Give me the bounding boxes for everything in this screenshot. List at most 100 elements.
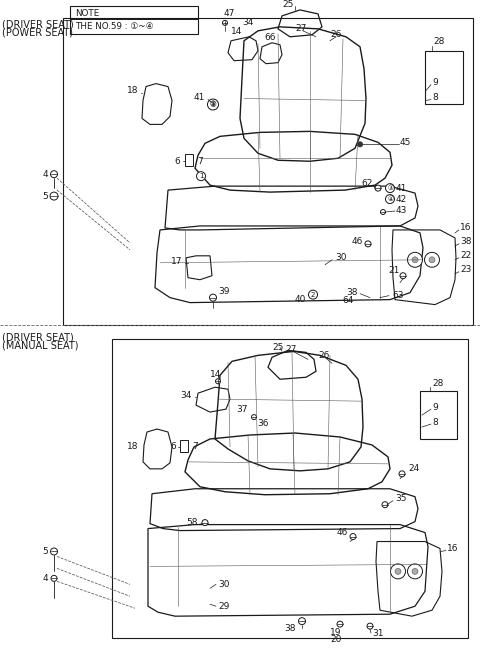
Text: 1: 1 xyxy=(199,173,203,179)
Text: 26: 26 xyxy=(318,351,329,360)
Circle shape xyxy=(207,99,218,110)
Circle shape xyxy=(412,256,418,263)
Circle shape xyxy=(50,192,58,200)
Text: 28: 28 xyxy=(433,37,444,47)
Text: 34: 34 xyxy=(180,391,192,400)
Bar xyxy=(180,440,188,452)
Circle shape xyxy=(299,618,305,625)
Circle shape xyxy=(424,253,440,267)
Text: ④: ④ xyxy=(210,102,216,108)
Circle shape xyxy=(350,533,356,539)
Bar xyxy=(425,51,463,104)
Text: 8: 8 xyxy=(432,93,438,102)
Text: (MANUAL SEAT): (MANUAL SEAT) xyxy=(2,340,79,350)
Circle shape xyxy=(202,520,208,525)
Text: 31: 31 xyxy=(372,628,384,638)
Circle shape xyxy=(385,184,395,193)
Bar xyxy=(185,154,193,166)
Circle shape xyxy=(337,621,343,627)
Text: 58: 58 xyxy=(187,518,198,527)
Circle shape xyxy=(382,502,388,508)
Circle shape xyxy=(223,20,228,26)
Circle shape xyxy=(309,290,317,299)
Text: (DRIVER SEAT): (DRIVER SEAT) xyxy=(2,20,74,30)
Text: 40: 40 xyxy=(295,295,306,304)
Text: 17: 17 xyxy=(170,257,182,266)
Circle shape xyxy=(395,568,401,575)
Text: 18: 18 xyxy=(127,442,138,451)
Text: 63: 63 xyxy=(392,291,404,300)
Text: 9: 9 xyxy=(432,78,438,87)
Circle shape xyxy=(208,100,218,110)
Text: 35: 35 xyxy=(395,494,407,503)
Text: 36: 36 xyxy=(257,419,268,428)
Text: ③: ③ xyxy=(210,100,216,109)
Circle shape xyxy=(408,253,422,267)
Circle shape xyxy=(399,471,405,477)
Text: 64: 64 xyxy=(342,296,354,305)
Text: THE NO.59 : ①~④: THE NO.59 : ①~④ xyxy=(75,22,154,31)
Circle shape xyxy=(209,294,216,301)
Text: 26: 26 xyxy=(330,30,341,39)
Circle shape xyxy=(381,209,385,215)
Text: 5: 5 xyxy=(42,547,48,556)
Text: 16: 16 xyxy=(447,544,458,553)
Text: 27: 27 xyxy=(295,24,306,33)
Text: 7: 7 xyxy=(197,157,203,166)
Text: 7: 7 xyxy=(192,442,198,451)
Text: 46: 46 xyxy=(352,237,363,247)
Text: 37: 37 xyxy=(237,405,248,414)
Circle shape xyxy=(358,142,362,147)
Text: 38: 38 xyxy=(285,624,296,632)
Circle shape xyxy=(252,415,256,420)
Circle shape xyxy=(391,564,406,579)
Text: 23: 23 xyxy=(460,265,471,274)
Text: 18: 18 xyxy=(127,86,138,95)
Text: 38: 38 xyxy=(460,237,471,247)
Circle shape xyxy=(365,241,371,247)
Text: 30: 30 xyxy=(335,253,347,262)
Circle shape xyxy=(429,256,435,263)
Bar xyxy=(112,339,468,638)
Text: 29: 29 xyxy=(218,602,229,611)
Text: 39: 39 xyxy=(218,287,229,296)
Text: 38: 38 xyxy=(347,288,358,297)
Text: 8: 8 xyxy=(432,418,438,426)
Text: 47: 47 xyxy=(223,9,235,18)
Text: 62: 62 xyxy=(361,178,373,188)
Text: 66: 66 xyxy=(264,33,276,42)
Text: 30: 30 xyxy=(218,580,229,589)
Text: 6: 6 xyxy=(174,157,180,166)
Text: 43: 43 xyxy=(396,205,408,215)
Circle shape xyxy=(196,172,205,180)
Text: (DRIVER SEAT): (DRIVER SEAT) xyxy=(2,333,74,342)
Text: 24: 24 xyxy=(408,464,419,474)
Circle shape xyxy=(51,575,57,581)
Circle shape xyxy=(412,568,418,575)
Bar xyxy=(420,391,457,439)
Text: 41: 41 xyxy=(396,184,408,193)
Text: 5: 5 xyxy=(42,192,48,201)
Text: ④: ④ xyxy=(387,196,393,202)
Circle shape xyxy=(408,564,422,579)
Circle shape xyxy=(50,548,58,555)
Text: 14: 14 xyxy=(231,28,243,36)
Text: 42: 42 xyxy=(396,195,407,203)
Text: 25: 25 xyxy=(272,343,283,352)
Text: 27: 27 xyxy=(285,345,296,354)
Circle shape xyxy=(375,185,381,191)
Text: 25: 25 xyxy=(282,1,293,9)
Text: (POWER SEAT): (POWER SEAT) xyxy=(2,28,73,38)
Circle shape xyxy=(367,623,373,629)
Text: 22: 22 xyxy=(460,251,471,260)
Text: 14: 14 xyxy=(210,370,222,379)
Circle shape xyxy=(385,195,395,203)
Bar xyxy=(63,18,473,325)
Text: 4: 4 xyxy=(42,574,48,583)
Text: 21: 21 xyxy=(389,266,400,276)
Text: 41: 41 xyxy=(193,93,205,102)
Text: 20: 20 xyxy=(330,634,342,644)
Text: 28: 28 xyxy=(432,379,444,388)
Text: 6: 6 xyxy=(170,442,176,451)
Circle shape xyxy=(400,273,406,279)
